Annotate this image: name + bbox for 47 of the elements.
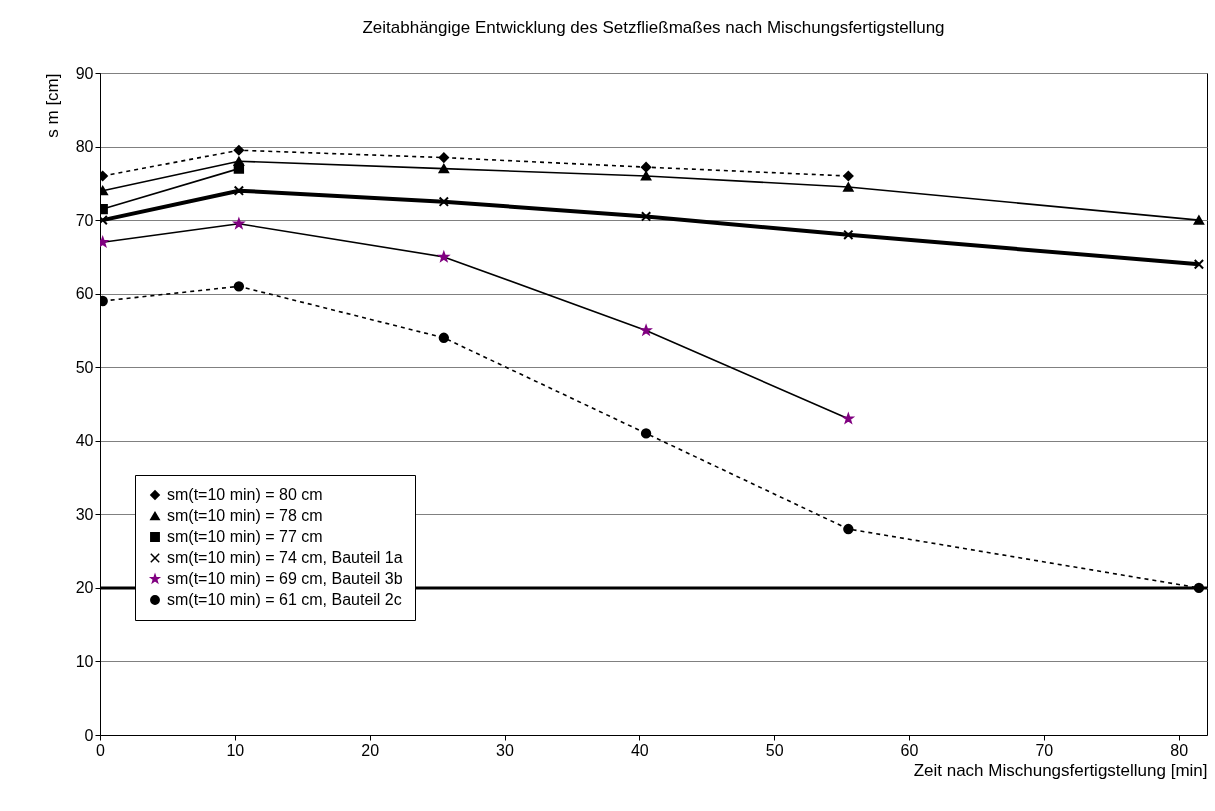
- y-tick-label: 80: [75, 138, 94, 156]
- y-tick-label: 70: [75, 211, 94, 229]
- point: [1193, 259, 1205, 270]
- point: [438, 152, 450, 163]
- y-axis-title: s m [cm]: [42, 73, 62, 138]
- x-tick-label: 30: [496, 741, 515, 759]
- point: [640, 171, 652, 181]
- x-tick-label: 40: [630, 741, 649, 759]
- point: [438, 196, 450, 207]
- point: [843, 170, 854, 182]
- legend-label: sm(t=10 min) = 61 cm, Bauteil 2c: [167, 591, 402, 608]
- point: [640, 211, 652, 222]
- point: [233, 281, 245, 292]
- point: [233, 145, 245, 156]
- y-tick-label: 20: [75, 579, 94, 597]
- x-axis-title: Zeit nach Mischungsfertigstellung [min]: [913, 760, 1208, 780]
- point: [233, 185, 245, 196]
- point: [438, 332, 450, 343]
- y-tick-label: 90: [75, 64, 94, 82]
- point: [843, 229, 854, 241]
- x-tick-label: 80: [1170, 741, 1189, 759]
- point: [640, 161, 652, 173]
- x-tick-label: 10: [226, 741, 245, 759]
- chart-title: Zeitabhängige Entwicklung des Setzfließmaßes nach Mischungsfertigstellung: [362, 18, 945, 37]
- point: [233, 163, 245, 174]
- y-tick-label: 0: [84, 726, 94, 744]
- x-tick-label: 20: [361, 741, 380, 759]
- y-tick-label: 30: [75, 505, 94, 523]
- legend-label: sm(t=10 min) = 77 cm: [167, 528, 323, 545]
- x-tick-label: 60: [900, 741, 919, 759]
- x-tick-label: 50: [765, 741, 784, 759]
- point: [1193, 215, 1205, 225]
- x-tick-label: 70: [1035, 741, 1054, 759]
- legend-label: sm(t=10 min) = 78 cm: [167, 507, 323, 524]
- legend-label: sm(t=10 min) = 74 cm, Bauteil 1a: [167, 549, 403, 566]
- y-tick-label: 60: [75, 285, 94, 303]
- y-tick-label: 50: [75, 358, 94, 376]
- point: [843, 523, 854, 535]
- point: [843, 182, 854, 192]
- legend-label: sm(t=10 min) = 80 cm: [167, 486, 323, 503]
- point: [438, 164, 450, 174]
- point: [1193, 582, 1205, 594]
- legend-label: sm(t=10 min) = 69 cm, Bauteil 3b: [167, 570, 403, 587]
- point: [640, 428, 652, 439]
- x-tick-label: 0: [96, 741, 106, 759]
- y-tick-label: 40: [75, 432, 94, 450]
- y-tick-label: 10: [75, 652, 94, 670]
